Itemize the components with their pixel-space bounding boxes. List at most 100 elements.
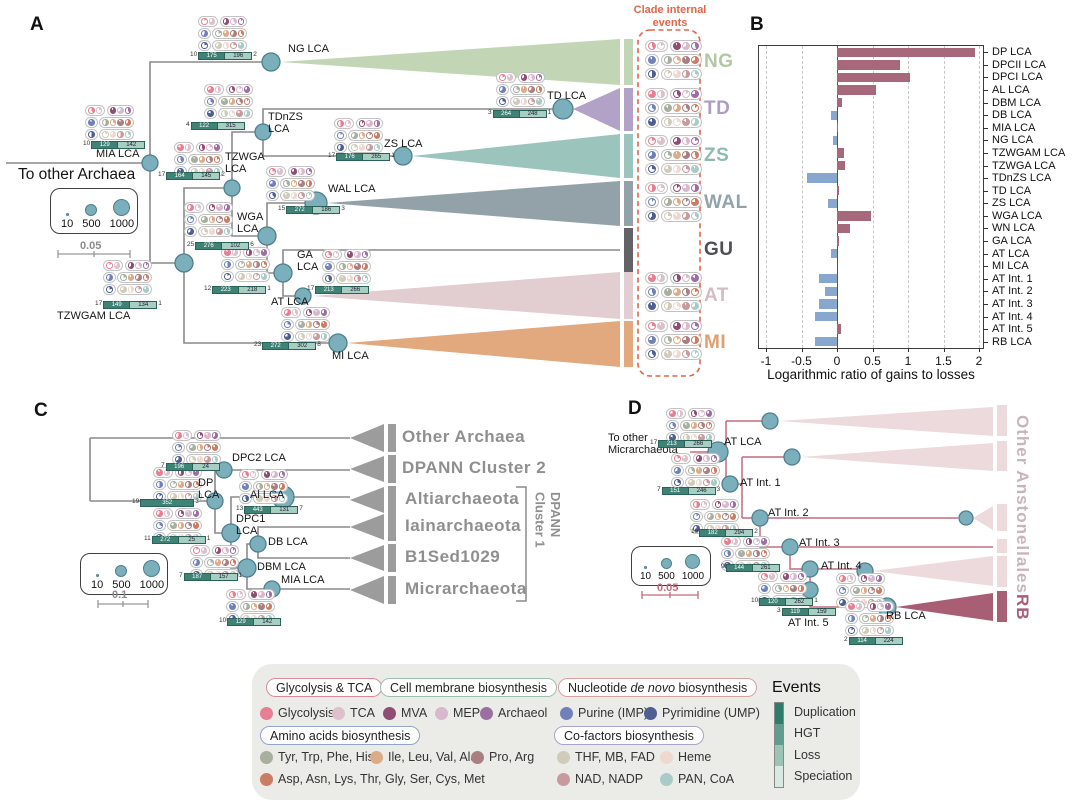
node-label-at-int3: AT Int. 3 xyxy=(799,537,840,549)
gains-losses-bar: 17 164 145 2 xyxy=(158,171,225,180)
category-tick xyxy=(983,102,988,104)
bar-tzwga-lca xyxy=(837,160,845,171)
bar-dp-lca xyxy=(837,47,976,57)
category-tick xyxy=(983,152,988,154)
bar-at-int-4 xyxy=(814,311,837,322)
bar-zs-lca xyxy=(827,198,837,208)
category-tick xyxy=(983,215,988,217)
category-tick xyxy=(983,190,988,192)
pathway-pie-grid xyxy=(281,307,330,342)
scale-bar-label-d: 0.05 xyxy=(657,582,679,594)
node-label-at-int1: AT Int. 1 xyxy=(740,477,781,489)
gains-losses-bar: 25 276 102 6 xyxy=(187,241,254,250)
bar-td-lca xyxy=(837,186,840,196)
legend-item-heme: Heme xyxy=(660,750,711,764)
category-tick xyxy=(983,127,988,129)
gains-losses-bar: 17 213 266 xyxy=(649,439,713,448)
event-color-segment xyxy=(775,766,783,787)
legend-group-amino-acids: Amino acids biosynthesis xyxy=(260,726,421,746)
node-label-al-lca: Al LCA xyxy=(250,489,285,501)
category-label: AT Int. 1 xyxy=(992,272,1033,285)
node-label-ga-lca: GA LCA xyxy=(297,249,319,273)
x-tick-label: -1 xyxy=(760,354,772,368)
pathway-pie-grid xyxy=(198,16,247,51)
category-tick xyxy=(983,165,988,167)
legend-item-pan-coa: PAN, CoA xyxy=(660,772,734,786)
events-gradient-bar xyxy=(774,702,784,788)
gains-losses-bar: 17 176 265 1 xyxy=(328,152,395,161)
category-label: AT Int. 4 xyxy=(992,310,1033,323)
x-tick-mark xyxy=(979,348,980,352)
pathway-pie-grid xyxy=(845,601,894,636)
clade-events-pie-grid-wal xyxy=(645,182,702,222)
category-tick xyxy=(983,329,988,331)
node-size-legend-d: 10 500 1000 xyxy=(631,546,711,586)
legend-group-glycolysis-tca: Glycolysis & TCA xyxy=(266,678,383,698)
bar-dpcii-lca xyxy=(837,60,901,70)
grid-line xyxy=(766,46,767,348)
x-tick-mark xyxy=(766,348,767,352)
panel-d-nodes xyxy=(707,412,974,617)
clade-label-ng: NG xyxy=(704,51,734,72)
bar-ga-lca xyxy=(837,236,840,246)
panel-label-d: D xyxy=(628,398,642,419)
x-tick-mark xyxy=(908,348,909,352)
clade-triangle-td xyxy=(573,88,620,131)
legend-color-dot xyxy=(557,750,570,764)
pathway-pie-grid xyxy=(666,408,715,443)
legend-group-cofactors: Co-factors biosynthesis xyxy=(554,726,704,746)
gains-losses-bar: 10 129 142 xyxy=(218,617,282,626)
category-label: AL LCA xyxy=(992,84,1030,97)
category-tick xyxy=(983,178,988,180)
clade-events-pie-grid-zs xyxy=(645,135,702,175)
pathway-pie-grid xyxy=(496,72,545,107)
pathway-pie-grid xyxy=(153,467,202,502)
clade-triangle-zs xyxy=(412,134,620,178)
legend-color-dot xyxy=(471,750,484,764)
legend-color-dot xyxy=(644,706,657,720)
bar-at-int-3 xyxy=(819,299,837,309)
category-tick xyxy=(983,253,988,255)
legend-color-dot xyxy=(260,772,273,786)
panel-a-clade-strips xyxy=(624,39,633,367)
bar-mia-lca xyxy=(837,123,838,133)
legend-color-dot xyxy=(332,706,345,720)
gains-losses-bar: 2 114 224 xyxy=(843,636,903,645)
pathway-pie-grid xyxy=(85,105,134,140)
category-tick xyxy=(983,115,988,117)
panel-d-clade-triangles xyxy=(778,407,993,621)
clade-label-b1sed1029: B1Sed1029 xyxy=(405,547,501,566)
panel-c-clade-triangles xyxy=(350,424,396,604)
panel-label-c: C xyxy=(34,400,48,421)
pathway-pie-grid xyxy=(174,142,223,177)
node-label-at-lca-d: AT LCA xyxy=(724,436,762,448)
panel-label-a: A xyxy=(30,14,44,35)
clade-label-iainarchaeota: Iainarchaeota xyxy=(405,516,522,535)
category-label: AT LCA xyxy=(992,247,1030,260)
x-tick-label: 1.5 xyxy=(935,354,952,368)
x-tick-label: 2 xyxy=(975,354,983,368)
bar-at-int-1 xyxy=(818,274,837,284)
x-tick-mark xyxy=(837,348,838,352)
clade-triangle-wal xyxy=(327,181,620,226)
gains-losses-bar: 17 149 134 1 xyxy=(95,300,162,309)
legend-color-dot xyxy=(370,750,383,764)
scale-bar-label-c: 0.1 xyxy=(112,589,128,601)
x-tick-label: -0.5 xyxy=(791,354,812,368)
events-legend-title: Events xyxy=(772,679,821,696)
clade-label-altiarchaeota: Altiarchaeota xyxy=(405,489,520,508)
pathway-pie-grid xyxy=(172,430,221,465)
event-color-segment xyxy=(775,745,783,766)
node-label-mia-lca-c: MIA LCA xyxy=(281,574,325,586)
node-label-dpc2-lca: DPC2 LCA xyxy=(232,452,286,464)
category-label: GA LCA xyxy=(992,235,1032,248)
pathway-pie-grid xyxy=(184,202,233,237)
clade-triangle-rb xyxy=(896,593,993,621)
clade-label-td: TD xyxy=(704,98,731,119)
legend-item-nad-nadp: NAD, NADP xyxy=(557,772,643,786)
node-label-mi-lca: MI LCA xyxy=(332,350,369,362)
bar-at-int-5 xyxy=(837,324,841,334)
bar-wga-lca xyxy=(837,211,872,221)
node-label-at-int5: AT Int. 5 xyxy=(788,617,829,629)
gains-losses-bar: 19 352 3 xyxy=(132,498,199,507)
